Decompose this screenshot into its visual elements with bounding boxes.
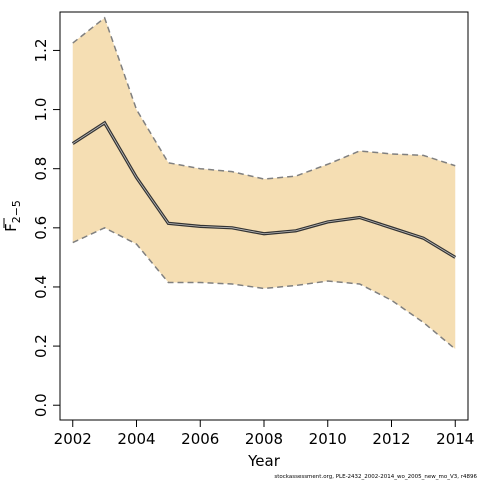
confidence-band-layer (72, 17, 456, 350)
y-tick-label: 0.2 (32, 334, 50, 358)
lower-ci-line (72, 226, 456, 350)
y-tick-label: 0.8 (32, 157, 50, 181)
x-tick-label: 2008 (245, 430, 283, 448)
y-axis-title-main: F2−5 (2, 200, 23, 232)
y-tick-label: 1.2 (32, 39, 50, 63)
y-axis: 0.0 0.2 0.4 0.6 0.8 1.0 1.2 (32, 39, 60, 417)
x-tick-label: 2006 (181, 430, 219, 448)
y-axis-title-subscript: 2−5 (10, 200, 23, 223)
y-tick-label: 0.4 (32, 275, 50, 299)
confidence-band (72, 17, 456, 350)
x-tick-label: 2012 (372, 430, 410, 448)
x-axis-title: Year (247, 452, 281, 470)
x-tick-label: 2014 (436, 430, 474, 448)
x-axis: 2002 2004 2006 2008 2010 2012 2014 (54, 420, 474, 448)
estimate-line-core (72, 122, 456, 258)
y-tick-label: 0.6 (32, 216, 50, 240)
x-tick-label: 2004 (117, 430, 155, 448)
y-axis-title: F2−5 (2, 200, 23, 232)
x-tick-label: 2010 (309, 430, 347, 448)
y-tick-label: 0.0 (32, 393, 50, 417)
footnote: stockassessment.org, PLE-2432_2002-2014_… (274, 474, 477, 480)
y-tick-label: 1.0 (32, 98, 50, 122)
y-axis-title-symbol: F (2, 223, 20, 232)
x-tick-label: 2002 (54, 430, 92, 448)
series-line-layer (71, 16, 457, 350)
